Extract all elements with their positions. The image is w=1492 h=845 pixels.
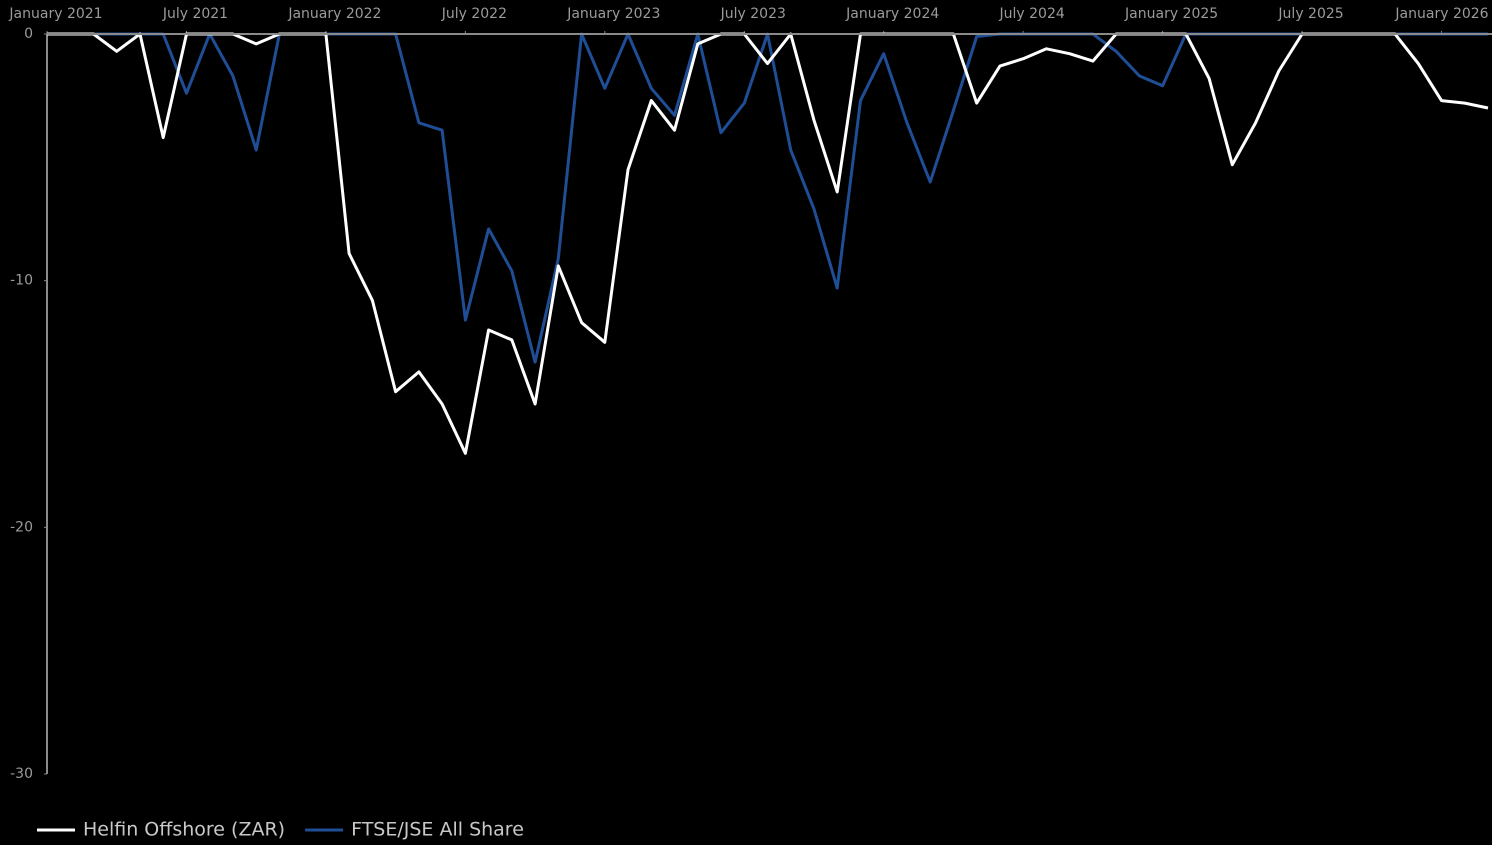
x-tick-label: January 2023 [566,6,660,22]
x-tick-label: January 2025 [1124,6,1218,22]
x-tick-label: July 2025 [1277,6,1343,22]
x-tick-label: January 2024 [845,6,939,22]
x-tick-label: July 2021 [162,6,228,22]
x-tick-label: July 2024 [999,6,1065,22]
y-tick-label: -30 [10,766,33,782]
x-tick-label: January 2026 [1394,6,1488,22]
y-tick-label: -10 [10,273,33,289]
series-line [47,32,1489,455]
legend-label: Helfin Offshore (ZAR) [83,819,285,841]
x-tick-label: July 2023 [720,6,786,22]
x-tick-label: July 2022 [441,6,507,22]
x-tick-label: January 2021 [8,6,102,22]
y-tick-label: -20 [10,519,33,535]
y-tick-label: 0 [24,26,33,42]
legend-label: FTSE/JSE All Share [351,819,524,841]
x-tick-label: January 2022 [287,6,381,22]
